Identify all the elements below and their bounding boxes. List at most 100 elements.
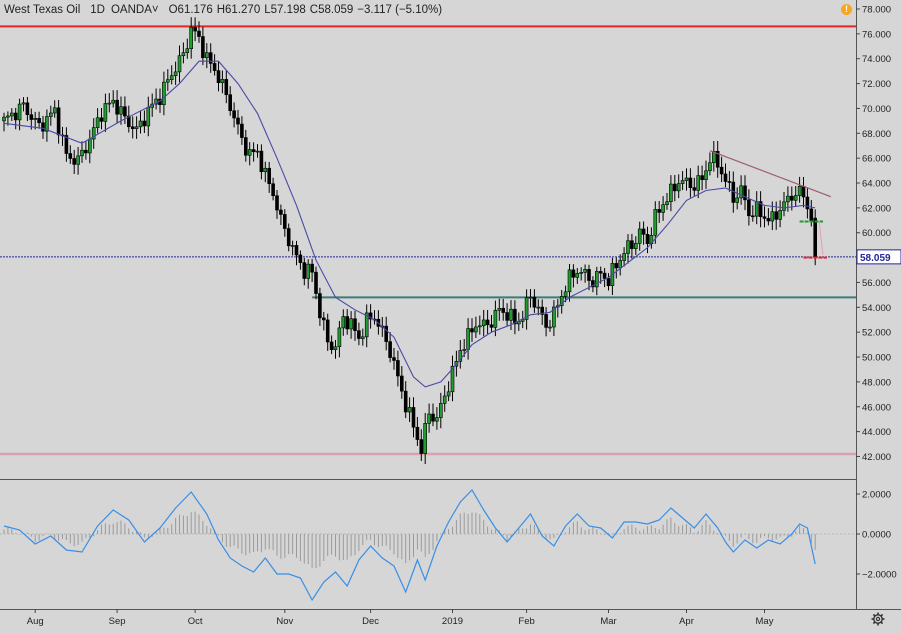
candle-body	[205, 52, 209, 59]
candle-body	[138, 120, 143, 128]
candle-body	[758, 201, 763, 218]
candle-body	[672, 183, 677, 192]
y-tick-label: 54.000	[862, 303, 891, 314]
candle-body	[704, 170, 708, 180]
x-tick-label: Apr	[679, 616, 694, 627]
candle-body	[169, 75, 174, 80]
candle-body	[310, 263, 314, 273]
candle-body	[575, 273, 580, 278]
candle-body	[762, 216, 767, 219]
candle-body	[282, 214, 287, 229]
candle-body	[107, 102, 112, 105]
candle-body	[80, 149, 84, 157]
candle-body	[750, 215, 755, 218]
candle-body	[481, 319, 486, 327]
candle-body	[181, 52, 186, 57]
x-tick-label: 2019	[442, 616, 463, 627]
symbol-name[interactable]: West Texas Oil	[4, 4, 81, 16]
candle-body	[29, 114, 34, 120]
candle-body	[669, 183, 673, 203]
candle-body	[177, 55, 182, 73]
candle-body	[232, 110, 236, 119]
candle-body	[754, 201, 759, 217]
candle-body	[462, 349, 467, 351]
source-selector[interactable]: OANDA˅	[111, 4, 159, 16]
candle-body	[17, 103, 22, 121]
alert-icon[interactable]: !	[841, 4, 852, 15]
candle-body	[438, 403, 443, 418]
candle-body	[809, 208, 814, 222]
candle-body	[142, 120, 147, 127]
candle-body	[789, 195, 794, 201]
timeframe[interactable]: 1D	[90, 4, 105, 16]
candle-body	[591, 280, 595, 288]
y-tick-label: 74.000	[862, 54, 891, 65]
x-tick-label: Feb	[518, 616, 534, 627]
candle-body	[435, 417, 439, 422]
candle-body	[583, 269, 587, 273]
y-tick-label: 72.000	[862, 79, 891, 90]
candle-body	[536, 306, 541, 309]
candle-body	[793, 195, 798, 201]
candle-body	[633, 243, 638, 249]
chevron-down-icon[interactable]: ˅	[151, 4, 159, 16]
candle-body	[88, 138, 92, 154]
high-value: H61.270	[216, 4, 261, 16]
candle-body	[302, 262, 307, 279]
candle-body	[37, 118, 41, 124]
candle-body	[657, 209, 662, 213]
candle-body	[403, 390, 408, 413]
candle-body	[134, 126, 139, 129]
y-tick-label: 42.000	[862, 452, 891, 463]
candle-body	[579, 272, 584, 274]
candle-body	[501, 308, 506, 313]
candle-body	[95, 117, 100, 128]
candle-body	[415, 426, 420, 440]
candle-body	[193, 26, 197, 32]
candle-body	[563, 291, 568, 297]
candle-body	[345, 316, 350, 330]
candle-body	[306, 263, 311, 279]
candle-body	[286, 228, 291, 247]
chart-legend: West Texas Oil 1D OANDA˅ O61.176 H61.270…	[4, 2, 442, 18]
oscillator-line	[3, 489, 816, 602]
y-tick-label: 66.000	[862, 154, 891, 165]
candle-body	[630, 240, 634, 249]
candle-body	[185, 48, 190, 53]
candle-body	[606, 278, 611, 287]
y-tick-label: 46.000	[862, 402, 891, 413]
candle-body	[493, 309, 498, 328]
candle-body	[329, 341, 334, 350]
candle-body	[68, 153, 73, 159]
candle-body	[173, 71, 178, 76]
candle-body	[341, 316, 346, 329]
candle-body	[470, 328, 474, 333]
candle-body	[708, 162, 712, 172]
candle-body	[813, 217, 818, 258]
candle-body	[626, 240, 630, 254]
close-value: C58.059	[309, 4, 354, 16]
candle-body	[353, 318, 357, 331]
candle-body	[392, 357, 396, 361]
trendline	[709, 150, 832, 198]
candle-body	[333, 346, 338, 350]
osc-tick-label: 2.0000	[862, 490, 891, 501]
candle-body	[294, 245, 299, 256]
x-tick-label: Oct	[188, 616, 203, 627]
candle-body	[384, 325, 389, 342]
candle-body	[711, 151, 716, 164]
candle-body	[466, 328, 470, 350]
y-tick-label: 52.000	[862, 328, 891, 339]
settings-icon[interactable]	[871, 612, 885, 626]
candle-body	[201, 36, 205, 59]
candle-body	[474, 326, 478, 333]
candle-body	[368, 312, 373, 320]
candle-body	[76, 155, 80, 165]
candle-body	[661, 204, 665, 213]
candle-body	[786, 195, 790, 203]
candle-body	[208, 52, 213, 64]
candle-body	[279, 209, 283, 215]
candle-body	[778, 210, 782, 220]
